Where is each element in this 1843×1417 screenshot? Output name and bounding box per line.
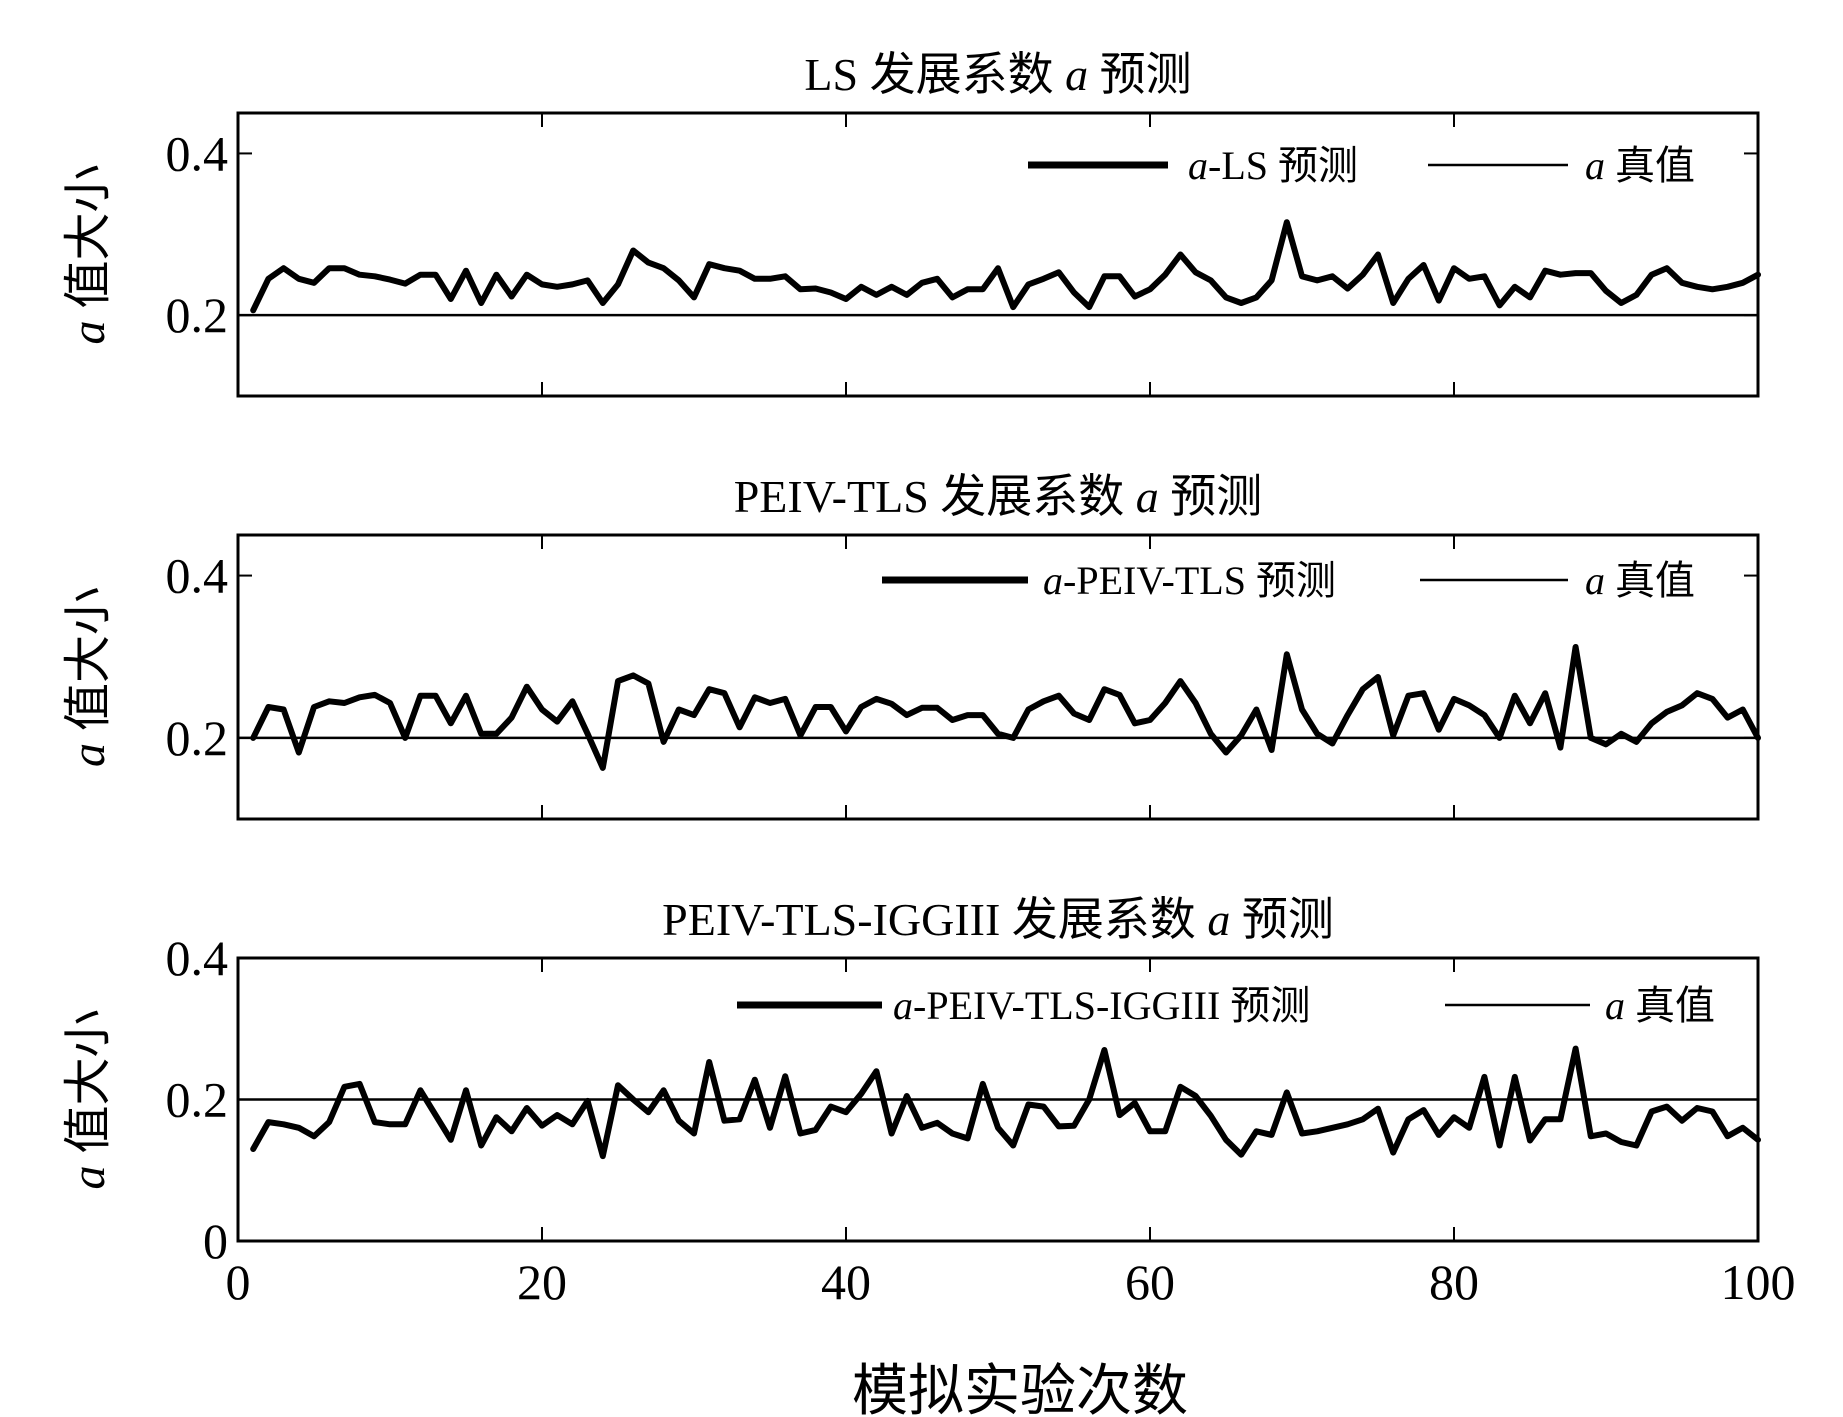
x-axis-label: 模拟实验次数 <box>852 1361 1188 1417</box>
y-tick-label: 0.2 <box>166 710 229 766</box>
y-axis-label-part: 值大小 <box>62 587 115 743</box>
y-axis-label: a 值大小 <box>62 1009 115 1189</box>
x-tick-label: 40 <box>821 1254 871 1310</box>
legend-label-part: a <box>893 983 913 1028</box>
plot-frame <box>236 956 1760 1243</box>
chart-title-part: PEIV-TLS-IGGIII 发展系数 <box>662 894 1207 945</box>
y-tick-label: 0.4 <box>166 930 229 986</box>
x-tick-label: 100 <box>1721 1254 1796 1310</box>
chart-panel-2: PEIV-TLS 发展系数 a 预测a 值大小 0.20.4 a-PEIV-TLS … <box>62 471 1761 821</box>
chart-title-part: a <box>1207 894 1230 945</box>
y-axis-label-part: a <box>62 321 115 345</box>
y-axis-label: a 值大小 <box>62 164 115 344</box>
x-tick-label: 20 <box>517 1254 567 1310</box>
chart-title: LS 发展系数 a 预测 <box>804 49 1191 100</box>
legend-label-part: 真值 <box>1605 143 1695 188</box>
legend-label-part: a <box>1585 143 1605 188</box>
y-axis-label-part: a <box>62 1166 115 1190</box>
chart-title-part: 预测 <box>1159 471 1263 522</box>
legend-label-part: a <box>1605 983 1625 1028</box>
chart-title-part: PEIV-TLS 发展系数 <box>734 471 1136 522</box>
y-tick-label: 0 <box>203 1213 228 1269</box>
series-line-prediction <box>250 1045 1761 1160</box>
legend-label-part: a <box>1043 558 1063 603</box>
legend-label-prediction: a-PEIV-TLS 预测 <box>1043 558 1336 603</box>
legend-label-true-value: a 真值 <box>1605 983 1715 1028</box>
y-axis-label-part: 值大小 <box>62 1009 115 1165</box>
x-tick-label: 0 <box>226 1254 251 1310</box>
legend-label-part: -PEIV-TLS-IGGIII 预测 <box>913 983 1310 1028</box>
chart-title: PEIV-TLS 发展系数 a 预测 <box>734 471 1263 522</box>
legend-label-part: a <box>1188 143 1208 188</box>
legend-label-prediction: a-PEIV-TLS-IGGIII 预测 <box>893 983 1310 1028</box>
chart-panel-1: LS 发展系数 a 预测a 值大小 0.20.4 a-LS 预测 a 真值 <box>62 49 1761 398</box>
y-tick-label: 0.4 <box>166 548 229 604</box>
chart-title-part: a <box>1065 49 1088 100</box>
y-tick-label: 0.2 <box>166 1072 229 1128</box>
plot-frame <box>236 111 1760 398</box>
chart-title-part: 预测 <box>1088 49 1192 100</box>
x-tick-label: 80 <box>1429 1254 1479 1310</box>
y-axis-label: a 值大小 <box>62 587 115 767</box>
legend-label-part: -LS 预测 <box>1208 143 1358 188</box>
series-line-prediction <box>250 644 1761 771</box>
y-axis-label-part: 值大小 <box>62 164 115 320</box>
legend-label-part: 真值 <box>1625 983 1715 1028</box>
legend-label-part: 真值 <box>1605 558 1695 603</box>
chart-title-part: 预测 <box>1230 894 1334 945</box>
legend-label-true-value: a 真值 <box>1585 558 1695 603</box>
y-tick-label: 0.4 <box>166 125 229 181</box>
series-line-prediction <box>250 219 1761 314</box>
y-tick-label: 0.2 <box>166 287 229 343</box>
legend-label-part: -PEIV-TLS 预测 <box>1063 558 1336 603</box>
plot-frame <box>236 533 1760 821</box>
x-tick-label: 60 <box>1125 1254 1175 1310</box>
chart-title-part: LS 发展系数 <box>804 49 1065 100</box>
legend-label-prediction: a-LS 预测 <box>1188 143 1358 188</box>
chart-title: PEIV-TLS-IGGIII 发展系数 a 预测 <box>662 894 1334 945</box>
legend-label-true-value: a 真值 <box>1585 143 1695 188</box>
chart-title-part: a <box>1136 471 1159 522</box>
legend-label-part: a <box>1585 558 1605 603</box>
y-axis-label-part: a <box>62 743 115 767</box>
